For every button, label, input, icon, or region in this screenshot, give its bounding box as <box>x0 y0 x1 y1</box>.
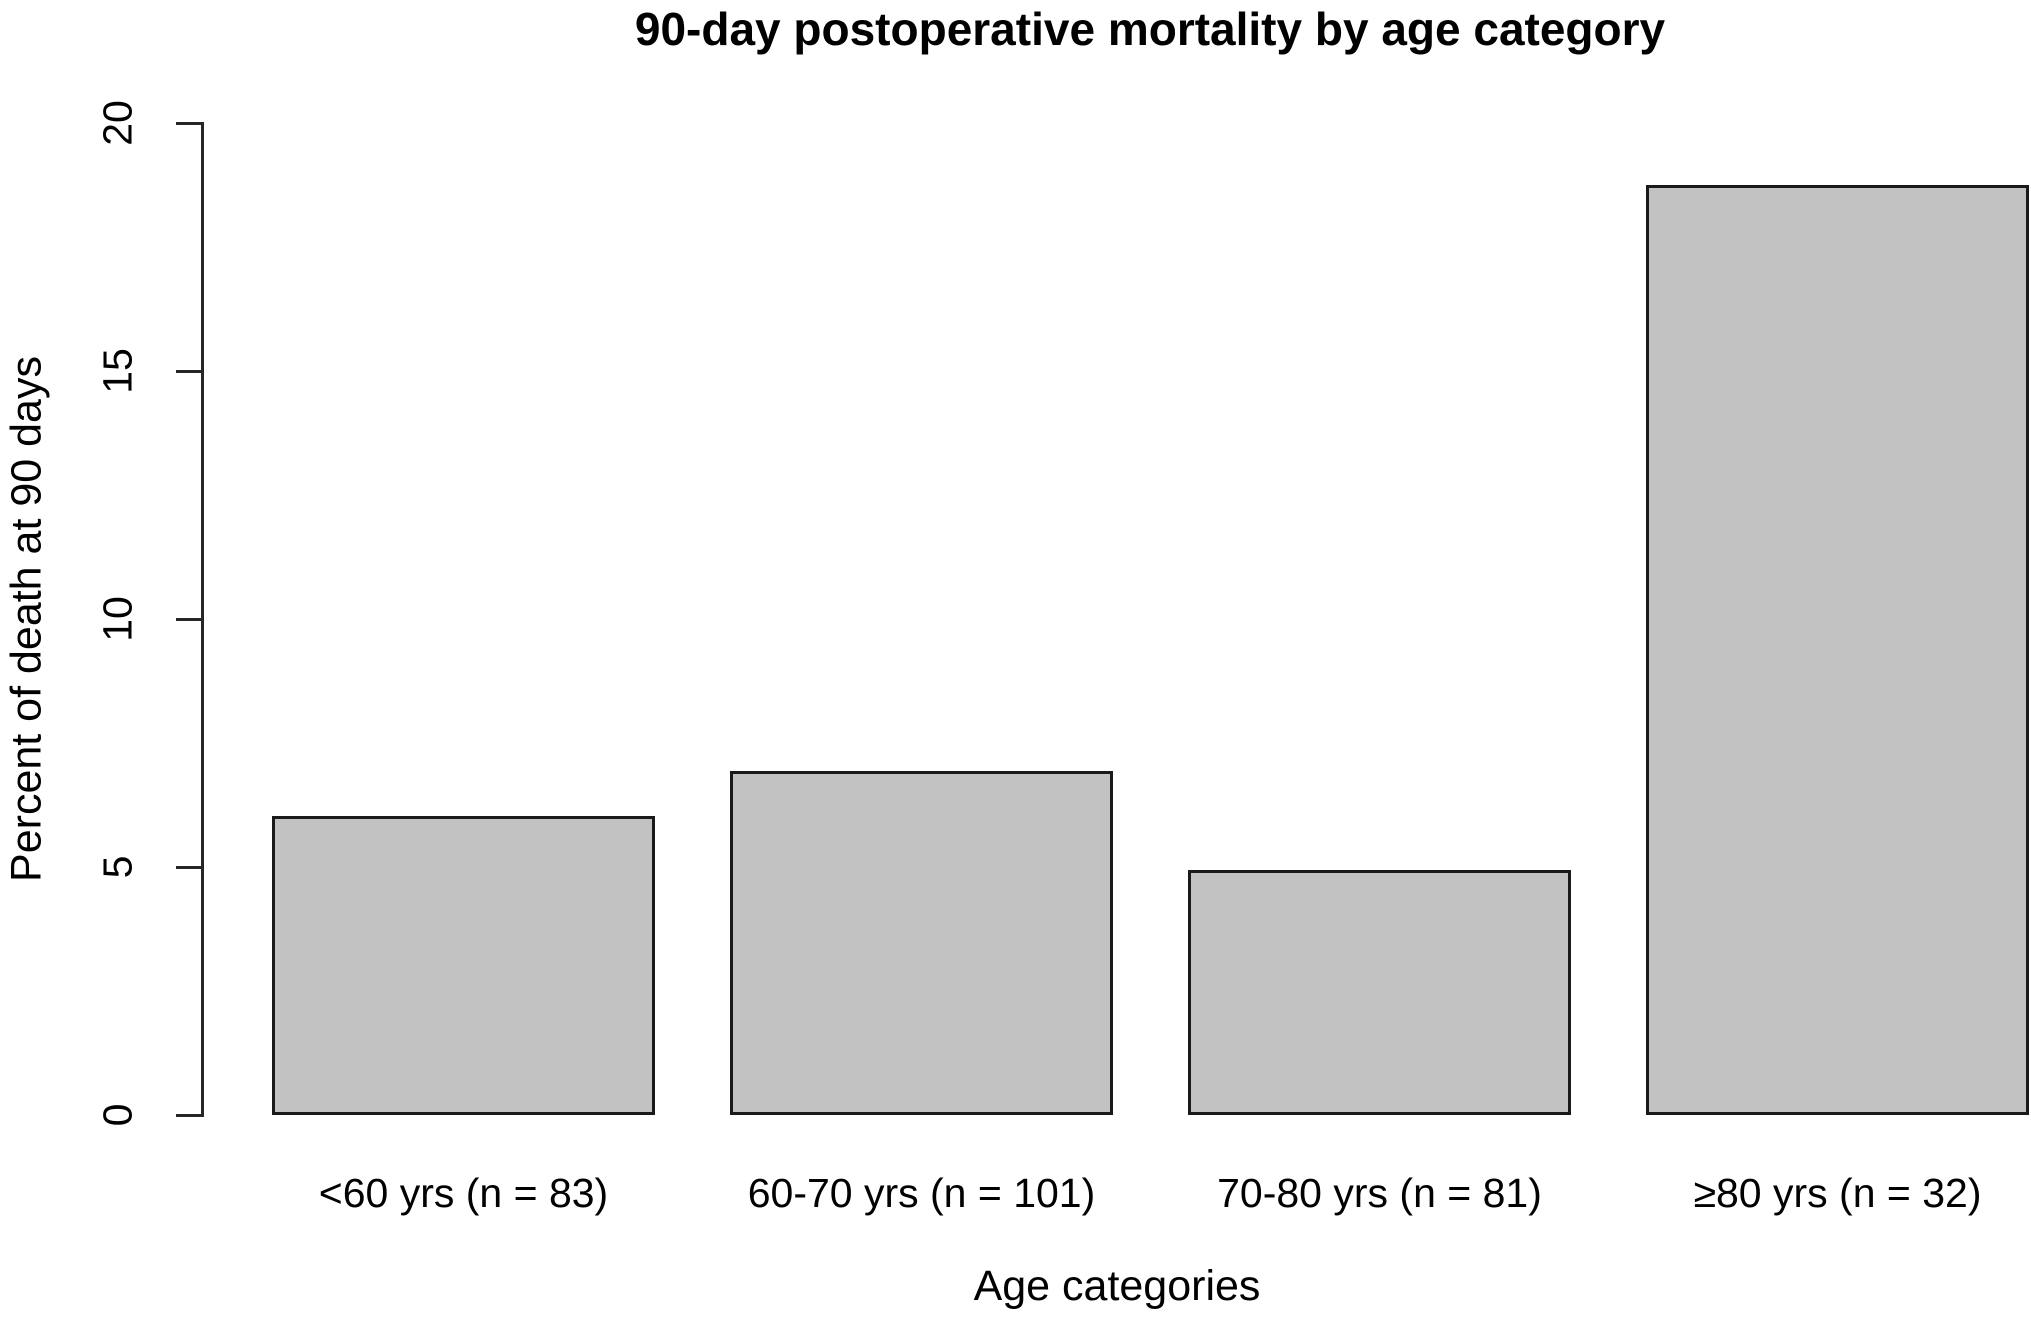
chart-title: 90-day postoperative mortality by age ca… <box>634 3 1666 55</box>
y-tick-mark-5 <box>176 865 203 869</box>
bar-2 <box>730 771 1113 1115</box>
y-tick-label-20: 20 <box>94 100 141 146</box>
y-tick-label-10: 10 <box>94 596 141 642</box>
bar-3 <box>1188 870 1571 1115</box>
y-tick-mark-20 <box>176 121 203 125</box>
y-tick-mark-0 <box>176 1113 203 1117</box>
x-axis-title: Age categories <box>973 1262 1261 1310</box>
y-tick-label-5: 5 <box>94 855 141 879</box>
x-category-label-4: ≥80 yrs (n = 32) <box>1693 1170 1982 1216</box>
y-tick-mark-10 <box>176 617 203 621</box>
y-tick-label-15: 15 <box>94 348 141 394</box>
y-tick-mark-15 <box>176 369 203 373</box>
x-category-label-3: 70-80 yrs (n = 81) <box>1217 1170 1542 1216</box>
y-tick-label-0: 0 <box>94 1103 141 1127</box>
x-category-label-2: 60-70 yrs (n = 101) <box>747 1170 1096 1216</box>
bar-1 <box>272 816 655 1115</box>
bar-4 <box>1646 185 2029 1115</box>
y-axis-title: Percent of death at 90 days <box>2 356 51 882</box>
x-category-label-1: <60 yrs (n = 83) <box>318 1170 609 1216</box>
